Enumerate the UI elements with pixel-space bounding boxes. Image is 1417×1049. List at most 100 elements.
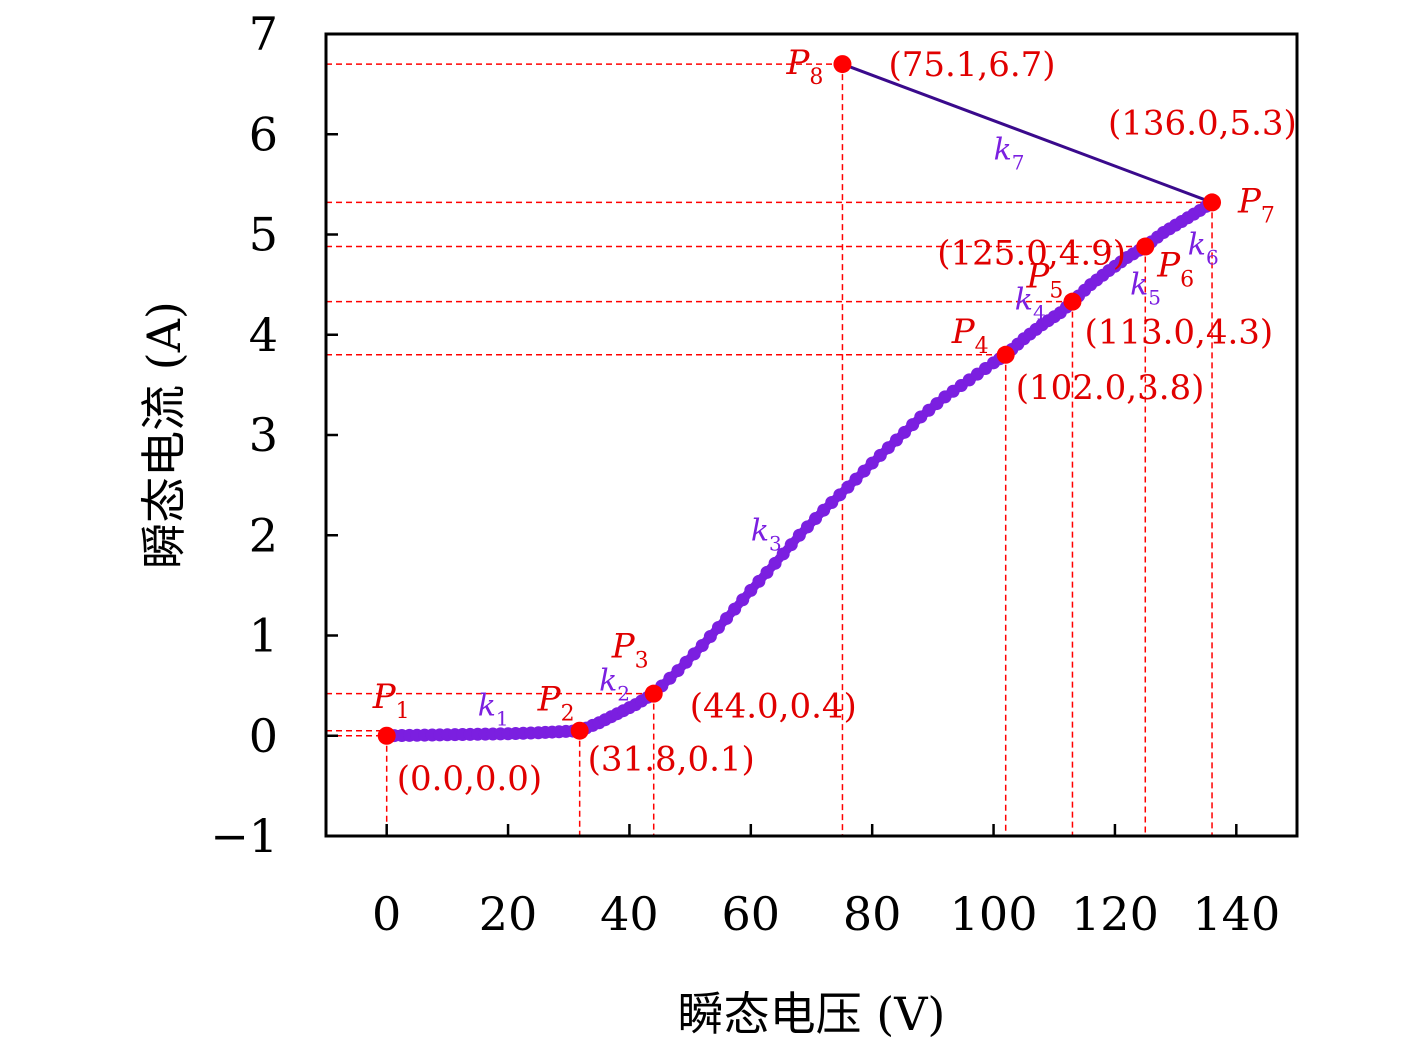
coord-label-p7: (136.0,5.3) — [1108, 103, 1297, 143]
curve-sample-point — [687, 647, 701, 661]
curve-sample-point — [792, 528, 806, 542]
point-label-p5-base: P — [1025, 257, 1050, 297]
key-point-marker — [1136, 237, 1155, 256]
point-label-p6-subscript: 6 — [1180, 268, 1194, 293]
key-points — [377, 55, 1222, 745]
curve-sample-point — [857, 464, 871, 478]
slope-label-k5: k5 — [1130, 268, 1161, 310]
key-point-marker — [377, 726, 396, 745]
curve-sample-point — [720, 611, 734, 625]
point-label-p4-base: P — [951, 312, 976, 352]
point-label-p2: P2 — [537, 680, 575, 727]
x-tick-label: 0 — [372, 887, 401, 941]
slope-label-k6-base: k — [1188, 228, 1206, 263]
point-label-p4: P4 — [951, 312, 989, 359]
point-label-p8: P8 — [785, 43, 823, 90]
key-point-marker — [1063, 292, 1082, 311]
slope-label-k4: k4 — [1015, 283, 1046, 325]
coord-label-p4: (102.0,3.8) — [1016, 368, 1205, 408]
x-tick-label: 140 — [1192, 887, 1280, 941]
key-point-marker — [833, 55, 852, 74]
slope-label-k3: k3 — [751, 513, 782, 555]
y-tick-label: 5 — [249, 208, 278, 262]
point-label-p2-base: P — [537, 680, 562, 720]
curve-sample-point — [865, 456, 879, 470]
curve-sample-point — [752, 574, 766, 588]
key-point-marker — [996, 345, 1015, 364]
curve-sample-point — [889, 433, 903, 447]
curve-sample-point — [768, 556, 782, 570]
curve-sample-point — [736, 593, 750, 607]
curve-sample-point — [849, 472, 863, 486]
y-axis-title: 瞬态电流 (A) — [137, 301, 191, 569]
curve-sample-point — [671, 664, 685, 678]
coord-label-p5: (113.0,4.3) — [1084, 313, 1273, 353]
curve-sample-point — [841, 480, 855, 494]
x-tick-label: 120 — [1071, 887, 1159, 941]
segment-p8-p7 — [841, 62, 1213, 204]
curve-sample-point — [703, 630, 717, 644]
coord-label-p8: (75.1,6.7) — [888, 45, 1055, 85]
slope-label-k2-subscript: 2 — [617, 682, 630, 706]
curve-sample-point — [728, 602, 742, 616]
x-tick-label: 40 — [600, 887, 659, 941]
coord-label-p2: (31.8,0.1) — [588, 740, 755, 780]
slope-label-k5-base: k — [1130, 268, 1148, 303]
coord-label-p1: (0.0,0.0) — [397, 759, 542, 799]
curve-sample-point — [906, 418, 920, 432]
point-label-p2-subscript: 2 — [561, 702, 575, 727]
y-tick-label: 7 — [249, 7, 278, 61]
point-label-p8-base: P — [785, 43, 810, 83]
curve-sample-point — [760, 565, 774, 579]
y-tick-label: −1 — [210, 809, 278, 863]
slope-label-k2-base: k — [599, 664, 617, 699]
y-tick-label: 2 — [249, 508, 278, 562]
point-label-p6-base: P — [1156, 246, 1181, 286]
curve-sample-point — [809, 512, 823, 526]
key-point-marker — [1203, 193, 1222, 212]
y-tick-label: 1 — [249, 609, 278, 663]
slope-label-k6-subscript: 6 — [1206, 246, 1219, 270]
point-label-p7-subscript: 7 — [1261, 203, 1275, 228]
y-tick-label: 6 — [249, 107, 278, 161]
slope-label-k2: k2 — [599, 664, 630, 706]
point-label-p1-base: P — [372, 677, 397, 717]
slope-label-k7-base: k — [994, 132, 1012, 167]
point-label-p6: P6 — [1156, 246, 1194, 293]
curve-sample-point — [898, 425, 912, 439]
point-label-p7: P7 — [1237, 181, 1275, 228]
curve-sample-point — [784, 538, 798, 552]
x-tick-label: 80 — [843, 887, 902, 941]
point-label-p3-base: P — [611, 627, 636, 667]
point-label-p1-subscript: 1 — [396, 699, 410, 724]
x-axis-title: 瞬态电压 (V) — [678, 987, 946, 1041]
slope-label-k3-subscript: 3 — [769, 531, 782, 555]
point-label-p3-subscript: 3 — [635, 649, 649, 674]
coord-label-p6: (125.0,4.9) — [937, 234, 1126, 274]
annotations: P1(0.0,0.0)P2(31.8,0.1)P3(44.0,0.4)P4(10… — [372, 43, 1297, 799]
key-point-marker — [570, 721, 589, 740]
point-label-p3: P3 — [611, 627, 649, 674]
curve-sample-point — [833, 488, 847, 502]
slope-label-k3-base: k — [751, 513, 769, 548]
x-tick-label: 100 — [950, 887, 1038, 941]
curve-sample-point — [744, 583, 758, 597]
x-tick-label: 60 — [722, 887, 781, 941]
y-tick-label: 3 — [249, 408, 278, 462]
y-tick-label: 0 — [249, 709, 278, 763]
curve-sample-point — [817, 503, 831, 517]
curve-sample-point — [881, 441, 895, 455]
curve-sample-point — [711, 620, 725, 634]
slope-label-k1-subscript: 1 — [496, 707, 509, 731]
key-point-marker — [644, 684, 663, 703]
coord-label-p3: (44.0,0.4) — [690, 687, 857, 727]
curve-sample-point — [873, 448, 887, 462]
point-label-p1: P1 — [372, 677, 410, 724]
slope-label-k4-subscript: 4 — [1033, 301, 1046, 325]
curve-sample-point — [679, 655, 693, 669]
slope-label-k6: k6 — [1188, 228, 1219, 270]
y-tick-label: 4 — [249, 308, 278, 362]
slope-label-k5-subscript: 5 — [1148, 286, 1161, 310]
